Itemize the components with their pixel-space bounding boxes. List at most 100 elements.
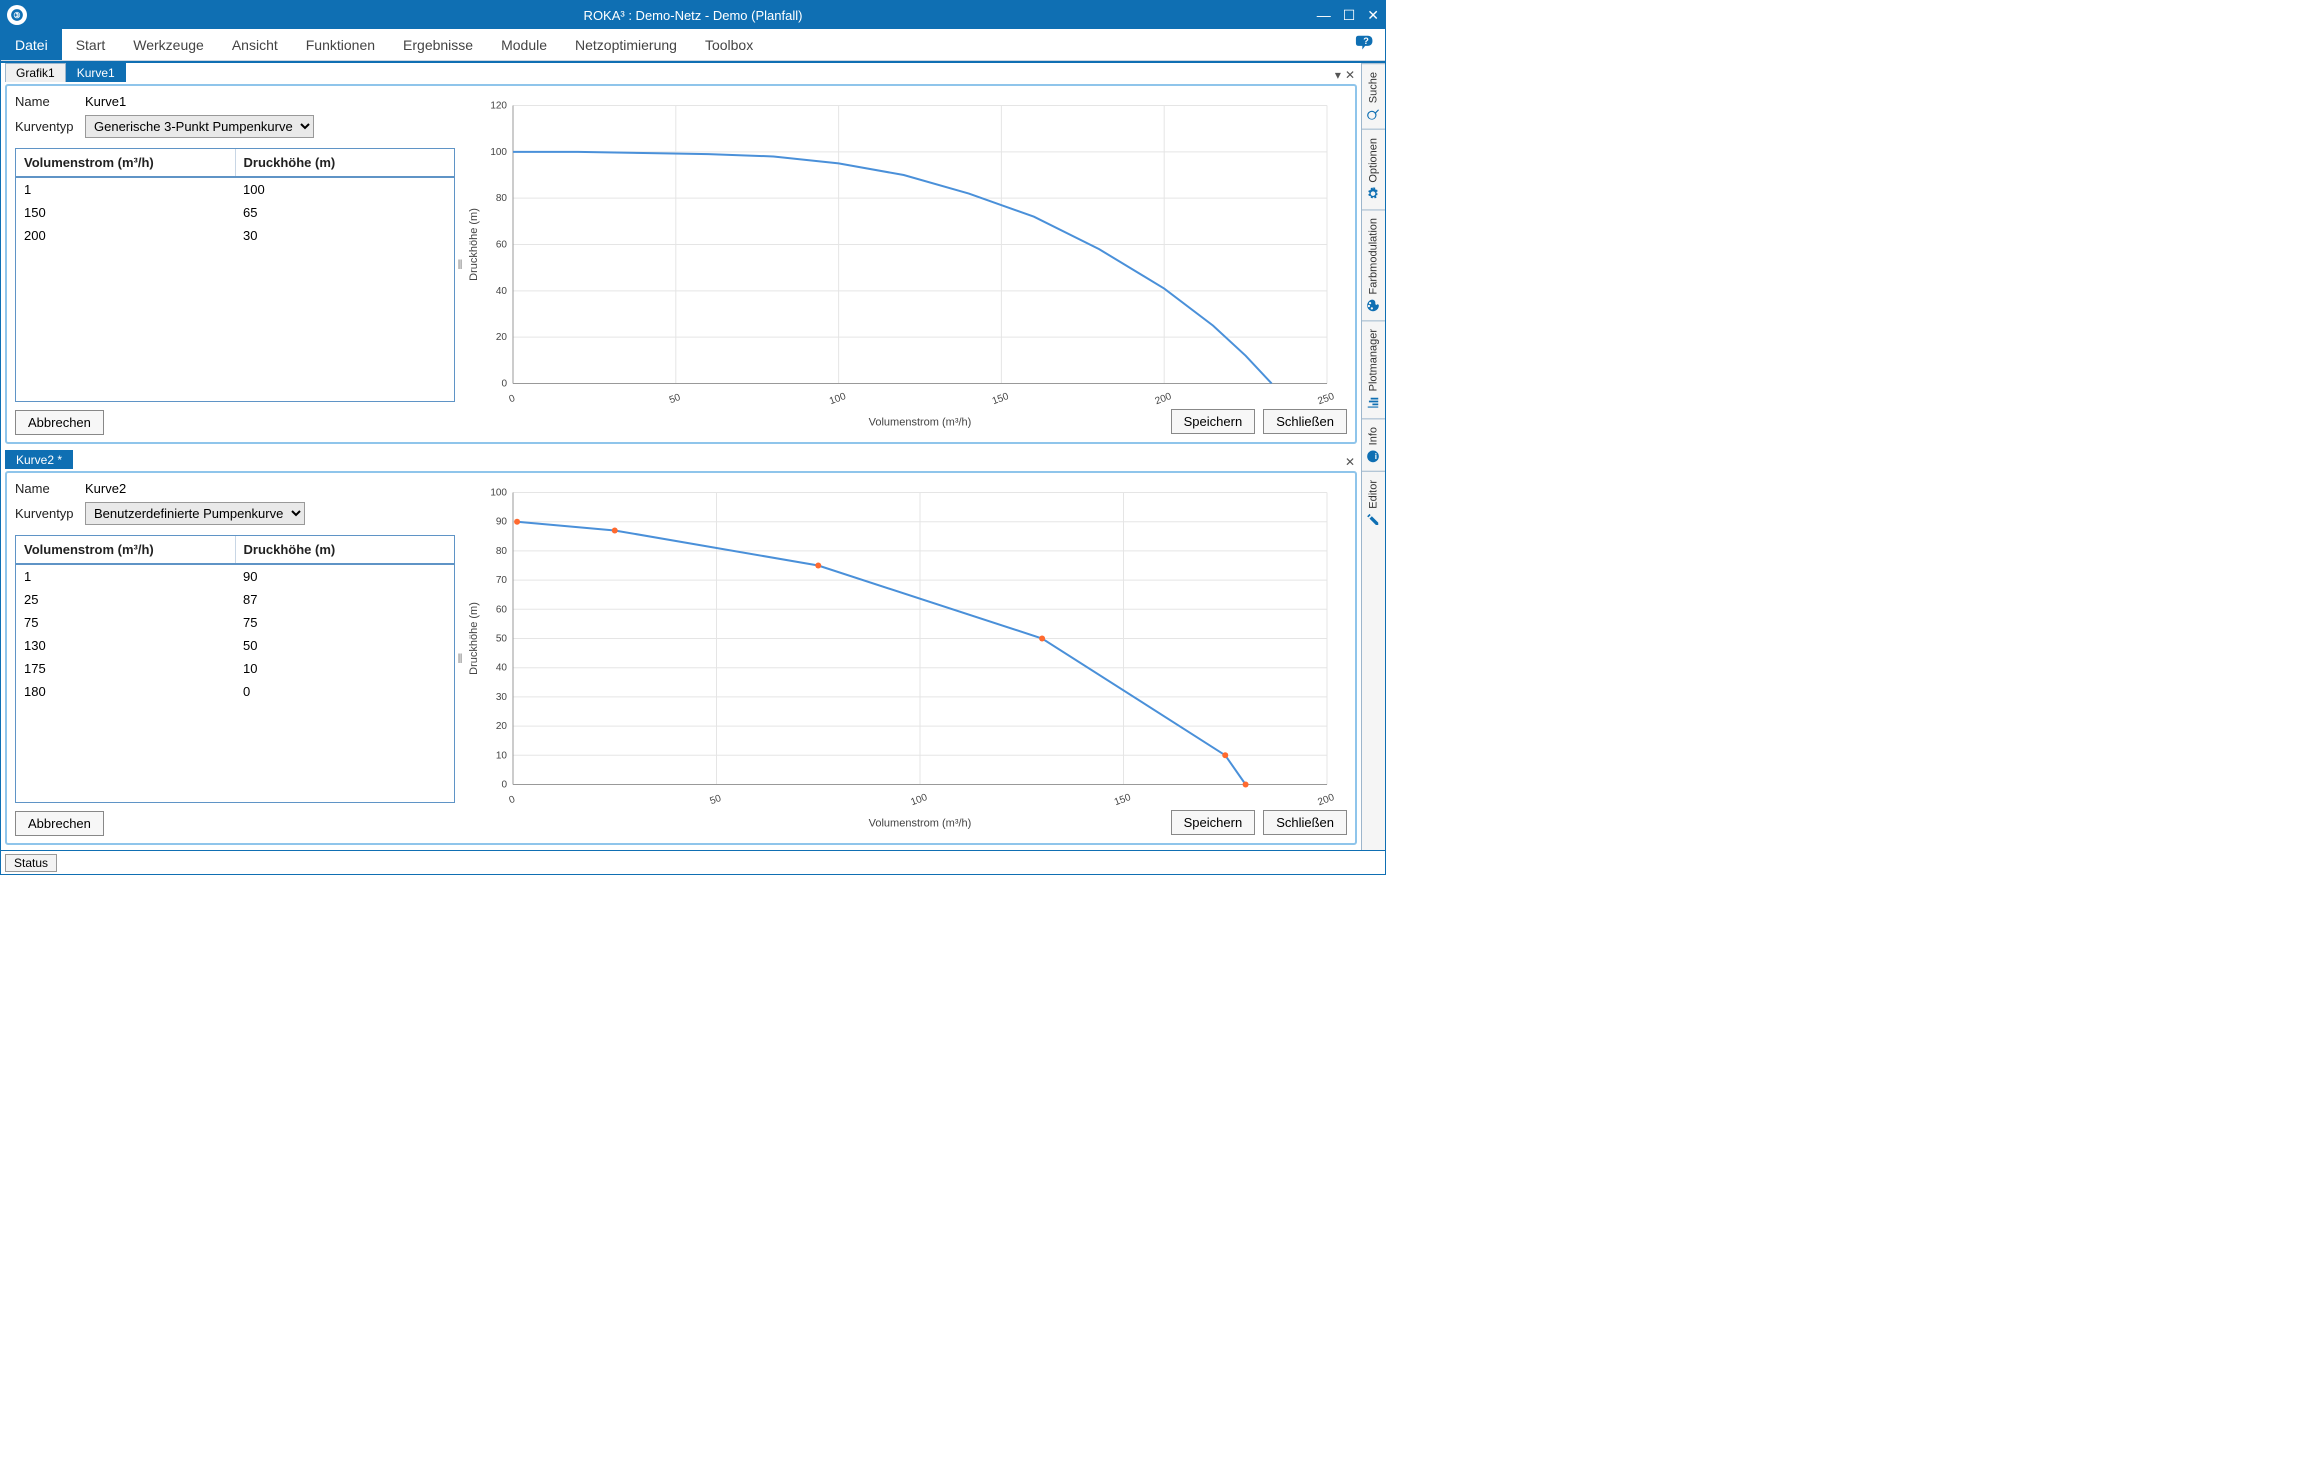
svg-text:60: 60 — [496, 240, 508, 251]
svg-text:0: 0 — [508, 794, 517, 806]
svg-text:?: ? — [1363, 36, 1369, 46]
svg-text:20: 20 — [496, 721, 508, 732]
menu-item-funktionen[interactable]: Funktionen — [292, 29, 389, 60]
rail-item-suche[interactable]: Suche — [1362, 63, 1385, 129]
data-table-kurve1[interactable]: Volumenstrom (m³/h)Druckhöhe (m)11001506… — [15, 148, 455, 402]
name-label: Name — [15, 481, 85, 496]
tab-kurve2[interactable]: Kurve2 * — [5, 450, 73, 469]
svg-text:40: 40 — [496, 286, 508, 297]
menu-item-datei[interactable]: Datei — [1, 29, 62, 60]
table-row[interactable]: 190 — [16, 565, 454, 588]
kurventyp-select[interactable]: Generische 3-Punkt Pumpenkurve — [85, 115, 314, 138]
panel-kurve2: Name Kurve2 Kurventyp Benutzerdefinierte… — [5, 471, 1357, 845]
svg-text:200: 200 — [1316, 792, 1336, 808]
panel1-tabs: Grafik1Kurve1 ▾ ✕ — [1, 63, 1361, 82]
tab-close-icon[interactable]: ✕ — [1345, 68, 1355, 82]
rail-item-editor[interactable]: Editor — [1362, 471, 1385, 535]
svg-text:40: 40 — [496, 663, 508, 674]
svg-text:150: 150 — [1113, 792, 1133, 808]
svg-text:60: 60 — [496, 604, 508, 615]
svg-text:90: 90 — [496, 517, 508, 528]
table-row[interactable]: 1100 — [16, 178, 454, 201]
titlebar: ③ ROKA³ : Demo-Netz - Demo (Planfall) — … — [1, 1, 1385, 29]
data-table-kurve2[interactable]: Volumenstrom (m³/h)Druckhöhe (m)19025877… — [15, 535, 455, 803]
svg-text:③: ③ — [13, 11, 20, 20]
rail-item-farbmodulation[interactable]: Farbmodulation — [1362, 209, 1385, 320]
table-cell: 90 — [235, 565, 454, 588]
table-cell: 150 — [16, 201, 235, 224]
svg-text:50: 50 — [496, 634, 508, 645]
svg-text:250: 250 — [1316, 391, 1336, 407]
menu-item-start[interactable]: Start — [62, 29, 120, 60]
rail-item-info[interactable]: iInfo — [1362, 418, 1385, 471]
maximize-icon[interactable]: ☐ — [1343, 7, 1356, 24]
menu-item-werkzeuge[interactable]: Werkzeuge — [119, 29, 218, 60]
svg-text:30: 30 — [496, 692, 508, 703]
svg-text:100: 100 — [490, 147, 507, 158]
table-row[interactable]: 15065 — [16, 201, 454, 224]
svg-text:Volumenstrom (m³/h): Volumenstrom (m³/h) — [869, 417, 972, 429]
table-row[interactable]: 20030 — [16, 224, 454, 247]
close-icon[interactable]: ✕ — [1367, 7, 1379, 24]
splitter[interactable]: ‖ — [455, 481, 465, 836]
column-header: Druckhöhe (m) — [236, 149, 455, 176]
status-button[interactable]: Status — [5, 854, 57, 872]
table-cell: 87 — [235, 588, 454, 611]
content-main: Grafik1Kurve1 ▾ ✕ Name Kurve1 Kurventyp … — [1, 63, 1361, 850]
table-row[interactable]: 17510 — [16, 657, 454, 680]
table-cell: 200 — [16, 224, 235, 247]
tab-grafik1[interactable]: Grafik1 — [5, 63, 66, 82]
table-cell: 100 — [235, 178, 454, 201]
chart-kurve2: 0102030405060708090100050100150200Volume… — [465, 481, 1347, 836]
table-cell: 75 — [16, 611, 235, 634]
rail-item-plotmanager[interactable]: Plotmanager — [1362, 320, 1385, 417]
svg-text:Volumenstrom (m³/h): Volumenstrom (m³/h) — [869, 818, 972, 830]
table-cell: 0 — [235, 680, 454, 703]
svg-text:50: 50 — [668, 392, 683, 406]
menu-item-ansicht[interactable]: Ansicht — [218, 29, 292, 60]
svg-text:120: 120 — [490, 101, 507, 112]
tab-close-icon[interactable]: ✕ — [1345, 455, 1355, 469]
table-cell: 75 — [235, 611, 454, 634]
rail-item-optionen[interactable]: Optionen — [1362, 129, 1385, 209]
svg-text:0: 0 — [501, 379, 507, 390]
right-rail: SucheOptionenFarbmodulationPlotmanageriI… — [1361, 63, 1385, 850]
table-cell: 25 — [16, 588, 235, 611]
menu-item-toolbox[interactable]: Toolbox — [691, 29, 767, 60]
tab-dropdown-icon[interactable]: ▾ — [1335, 68, 1341, 82]
kurventyp-select[interactable]: Benutzerdefinierte Pumpenkurve — [85, 502, 305, 525]
minimize-icon[interactable]: — — [1317, 7, 1331, 24]
table-cell: 10 — [235, 657, 454, 680]
svg-text:Druckhöhe (m): Druckhöhe (m) — [468, 602, 480, 675]
svg-text:80: 80 — [496, 193, 508, 204]
svg-text:0: 0 — [501, 780, 507, 791]
kurventyp-label: Kurventyp — [15, 119, 85, 134]
svg-text:0: 0 — [508, 393, 517, 405]
column-header: Druckhöhe (m) — [236, 536, 455, 563]
panel2-tabs: Kurve2 * ✕ — [1, 450, 1361, 469]
menu-item-module[interactable]: Module — [487, 29, 561, 60]
splitter[interactable]: ‖ — [455, 94, 465, 435]
window-title: ROKA³ : Demo-Netz - Demo (Planfall) — [584, 8, 803, 23]
svg-text:80: 80 — [496, 546, 508, 557]
svg-text:100: 100 — [909, 792, 929, 808]
table-row[interactable]: 7575 — [16, 611, 454, 634]
name-label: Name — [15, 94, 85, 109]
table-cell: 50 — [235, 634, 454, 657]
table-cell: 175 — [16, 657, 235, 680]
table-row[interactable]: 1800 — [16, 680, 454, 703]
table-cell: 180 — [16, 680, 235, 703]
table-row[interactable]: 2587 — [16, 588, 454, 611]
help-icon[interactable]: ? — [1355, 33, 1377, 58]
svg-text:50: 50 — [709, 793, 724, 807]
tab-kurve1[interactable]: Kurve1 — [66, 63, 126, 82]
table-cell: 130 — [16, 634, 235, 657]
name-value: Kurve2 — [85, 481, 126, 496]
menu-item-ergebnisse[interactable]: Ergebnisse — [389, 29, 487, 60]
table-cell: 1 — [16, 565, 235, 588]
menu-item-netzoptimierung[interactable]: Netzoptimierung — [561, 29, 691, 60]
table-cell: 65 — [235, 201, 454, 224]
table-row[interactable]: 13050 — [16, 634, 454, 657]
menubar: DateiStartWerkzeugeAnsichtFunktionenErge… — [1, 29, 1385, 61]
table-cell: 1 — [16, 178, 235, 201]
